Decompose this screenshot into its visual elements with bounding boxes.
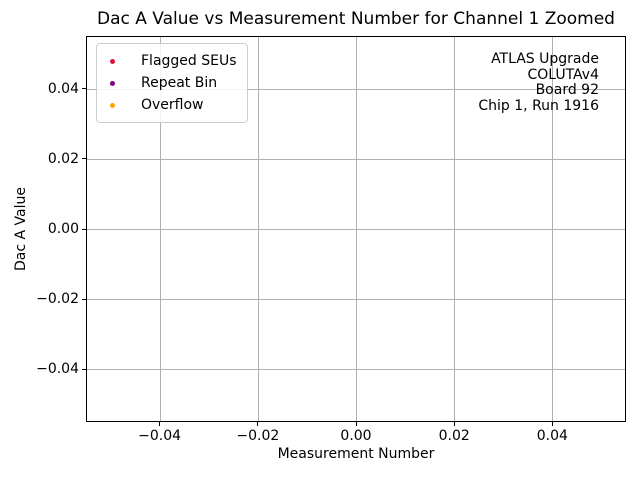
legend-entry-label: Overflow (141, 97, 204, 113)
y-tick-mark (82, 298, 86, 300)
annotation-line: COLUTAv4 (527, 66, 599, 83)
annotation-line: ATLAS Upgrade (491, 51, 599, 67)
legend-entry: Repeat Bin (97, 72, 237, 94)
x-axis-label: Measurement Number (277, 446, 435, 462)
gridline-horizontal (87, 229, 625, 230)
x-tick-label: −0.04 (138, 428, 182, 444)
legend-entry-label: Flagged SEUs (141, 53, 237, 69)
legend-marker-dot-icon (110, 58, 115, 64)
gridline-horizontal (87, 368, 625, 370)
annotation-text: ATLAS Upgrade COLUTAv4 Board 92 Chip 1, Run… (478, 51, 599, 114)
x-tick-mark (159, 422, 161, 426)
y-axis-label: Dac A Value (13, 187, 29, 271)
y-tick-mark (82, 228, 86, 230)
legend: Flagged SEUs Repeat Bin Overflow (96, 43, 248, 123)
gridline-horizontal (87, 159, 625, 161)
annotation-line: Chip 1, Run 1916 (478, 97, 599, 114)
y-tick-label: 0.00 (47, 221, 79, 237)
legend-marker-dot-icon (110, 80, 115, 86)
legend-entry-label: Repeat Bin (141, 75, 218, 91)
legend-marker-dot-icon (110, 102, 115, 108)
x-tick-label: 0.04 (536, 428, 568, 444)
y-tick-mark (82, 88, 86, 90)
y-tick-label: 0.04 (47, 80, 79, 97)
x-tick-label: 0.02 (438, 428, 470, 444)
y-tick-label: −0.02 (36, 291, 79, 308)
y-tick-mark (82, 158, 86, 160)
x-tick-label: −0.02 (236, 428, 280, 444)
y-tick-label: 0.02 (47, 150, 79, 167)
gridline-horizontal (87, 89, 625, 91)
legend-entry: Flagged SEUs (97, 50, 237, 72)
x-tick-mark (551, 422, 553, 426)
x-tick-mark (453, 422, 455, 426)
plot-area: Flagged SEUs Repeat Bin Overflow ATLAS Upg… (86, 36, 626, 422)
x-tick-mark (355, 422, 357, 426)
annotation-line: Board 92 (535, 82, 599, 98)
gridline-horizontal (87, 298, 625, 300)
y-tick-mark (82, 368, 86, 370)
y-tick-label: −0.04 (36, 361, 79, 378)
chart-title: Dac A Value vs Measurement Number for Ch… (97, 9, 615, 29)
x-tick-mark (257, 422, 259, 426)
legend-entry: Overflow (97, 94, 237, 116)
x-tick-label: 0.00 (340, 428, 372, 444)
